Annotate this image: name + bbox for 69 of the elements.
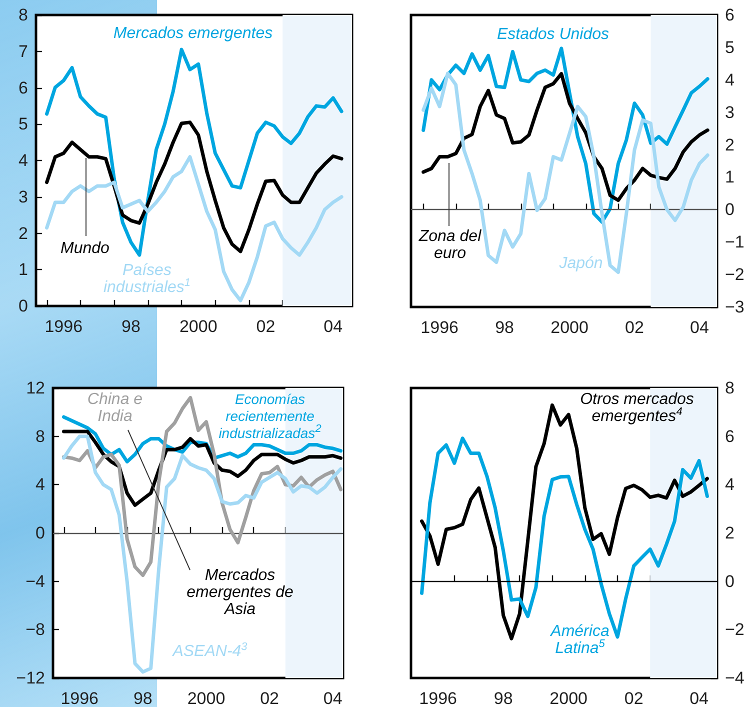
y-tick-label: 1: [18, 260, 28, 280]
y-tick-label: 0: [36, 524, 45, 542]
x-tick-label: 2000: [187, 689, 226, 707]
y-tick-label: −4: [725, 668, 744, 688]
y-tick-label: −3: [725, 298, 744, 316]
y-tick-label: −2: [725, 620, 744, 640]
series-label: ASEAN-4$^{3}$: [171, 641, 248, 660]
x-tick-label: 02: [624, 689, 644, 707]
y-tick-label: −4: [26, 572, 45, 591]
series-label: Mercados emergentes: [112, 25, 274, 42]
y-tick-label: 1: [725, 168, 734, 187]
line-series: [45, 155, 344, 302]
y-tick-label: 12: [26, 378, 45, 398]
x-tick-label: 1996: [60, 689, 99, 707]
y-tick-label: −1: [725, 232, 744, 252]
x-tick-label: 2000: [179, 317, 218, 336]
y-tick-label: 6: [725, 426, 734, 446]
series-label: Mundo: [60, 240, 110, 257]
y-tick-label: 8: [36, 426, 45, 446]
y-tick-label: 6: [18, 78, 28, 98]
series-label: América Latina$^{5}$: [549, 623, 610, 657]
legend-label: Zona del euro: [418, 228, 482, 262]
y-tick-label: 4: [725, 475, 734, 494]
x-tick-label: 04: [690, 318, 709, 337]
x-tick-label: 02: [625, 318, 644, 337]
y-tick-label: 7: [18, 42, 28, 61]
y-tick-label: 0: [725, 200, 734, 220]
x-tick-label: 98: [133, 689, 152, 707]
x-tick-label: 2000: [550, 318, 588, 337]
series-label: Economías recientemente industrializadas$^{2}$: [218, 391, 322, 442]
x-tick-label: 1996: [419, 689, 457, 707]
x-tick-label: 1996: [420, 318, 458, 337]
text: Mercados emergentes de Asia: [186, 567, 294, 618]
x-tick-label: 02: [256, 317, 276, 336]
y-tick-label: 5: [18, 114, 28, 134]
series-label: Países industriales$^{1}$: [102, 262, 192, 296]
x-tick-label: 04: [690, 689, 709, 707]
y-tick-label: −8: [26, 620, 45, 640]
y-tick-label: 8: [18, 6, 28, 24]
y-tick-label: 2: [725, 524, 734, 542]
x-tick-label: 98: [122, 317, 140, 336]
y-tick-label: 0: [18, 296, 28, 316]
y-tick-label: 4: [18, 151, 28, 170]
line-series: [45, 120, 344, 254]
x-tick-label: 04: [323, 689, 342, 707]
y-tick-label: 0: [725, 572, 734, 591]
y-tick-label: 8: [725, 378, 734, 398]
y-tick-label: 2: [725, 135, 734, 154]
y-tick-label: 3: [725, 102, 734, 122]
y-tick-label: 4: [36, 475, 45, 494]
series-label: Otros mercados emergentes$^{4}$: [579, 391, 695, 425]
line-series: [422, 46, 710, 224]
series-label: Japón: [558, 255, 604, 272]
x-tick-label: 2000: [550, 689, 588, 707]
line-series: [45, 48, 344, 257]
x-tick-label: 02: [260, 689, 280, 707]
series-label: China e India: [86, 391, 144, 425]
y-tick-label: 2: [18, 224, 28, 243]
y-tick-label: 3: [18, 187, 28, 206]
x-tick-label: 1996: [44, 317, 83, 336]
y-tick-label: 6: [725, 6, 734, 24]
x-tick-label: 98: [494, 689, 513, 707]
y-tick-label: −2: [725, 265, 744, 284]
x-tick-label: 04: [324, 317, 343, 336]
series-label: Estados Unidos: [496, 26, 610, 43]
y-tick-label: −12: [16, 668, 45, 688]
y-tick-label: 4: [725, 70, 734, 90]
y-tick-label: 5: [725, 38, 734, 57]
x-tick-label: 98: [495, 318, 514, 337]
